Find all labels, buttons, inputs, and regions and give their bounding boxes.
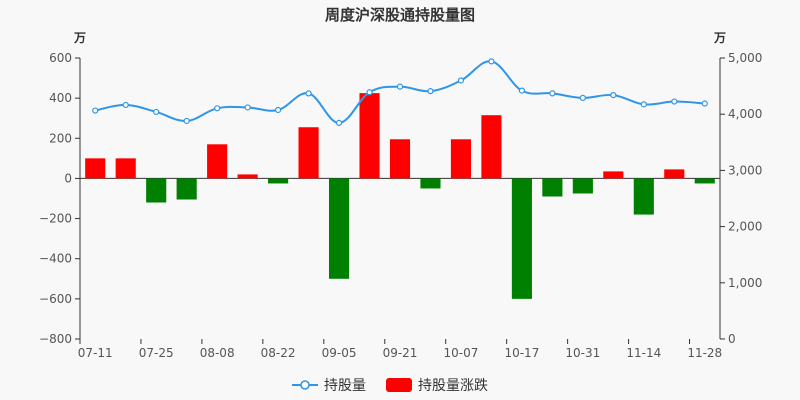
bar [268,178,289,184]
legend-item-holdings[interactable]: 持股量 [292,378,366,394]
bar [359,93,380,179]
legend-line-marker-icon [300,380,310,390]
x-tick-label: 08-22 [261,346,296,360]
left-tick-label: 200 [49,131,72,145]
x-tick-label: 11-28 [687,346,722,360]
x-tick-label: 10-07 [444,346,479,360]
right-tick-label: 5,000 [728,51,762,65]
line-point [396,83,404,90]
line-point [305,90,312,97]
bar [603,171,624,179]
line-point [214,105,221,112]
x-axis-ticks: 07-11 07-25 08-08 08-22 09-05 09-21 10-07 10-17… [78,339,722,360]
bar [298,127,319,179]
axes [79,58,721,339]
left-axis-ticks: 600 400 200 0 −200 −400 −600 −800 [39,51,80,346]
line-point [244,104,251,111]
line-point [640,101,647,108]
line-point [579,94,586,102]
bar [694,178,715,184]
line-point [366,89,373,96]
legend: 持股量 持股量涨跌 [292,378,488,394]
right-tick-label: 4,000 [728,107,762,121]
legend-label-holdings: 持股量 [324,378,366,394]
x-tick-label: 10-17 [504,346,539,360]
x-tick-label: 07-11 [78,346,113,360]
legend-bar-swatch-icon [386,378,412,392]
line-point [122,101,129,109]
line-point [335,119,343,127]
left-tick-label: −800 [39,332,72,346]
bars [85,93,715,299]
x-tick-label: 11-14 [626,346,661,360]
line-point [518,87,526,94]
line-point [457,77,465,84]
bar [115,158,136,179]
x-tick-label: 09-05 [322,346,357,360]
bar [450,139,472,179]
bar [389,139,411,179]
line-point [183,117,190,125]
x-tick-label: 08-08 [200,346,235,360]
left-tick-label: 0 [64,171,72,185]
left-tick-label: −200 [39,212,72,226]
bar [664,169,685,179]
bar [481,115,502,179]
left-tick-label: −400 [39,252,72,266]
right-tick-label: 1,000 [728,276,762,290]
x-tick-label: 10-31 [565,346,600,360]
right-axis-ticks: 5,000 4,000 3,000 2,000 1,000 0 [720,51,762,346]
bar [237,174,258,179]
line-point [610,91,617,99]
bar [146,178,167,203]
line-series [92,58,708,127]
right-tick-label: 3,000 [728,163,762,177]
bar [207,144,228,179]
right-tick-label: 0 [728,332,736,346]
line-point [92,107,99,114]
x-tick-label: 07-25 [139,346,174,360]
line-point [488,58,495,65]
line-point [549,90,556,97]
left-tick-label: 400 [49,91,72,105]
bar [542,178,563,197]
left-tick-label: −600 [39,292,72,306]
chart-title: 周度沪深股通持股量图 [325,6,475,24]
line-point [153,108,160,116]
legend-item-change[interactable]: 持股量涨跌 [386,378,488,394]
bar [420,178,441,189]
right-axis-unit: 万 [713,31,726,45]
legend-label-change: 持股量涨跌 [418,378,488,394]
bar [572,178,593,194]
left-axis-unit: 万 [73,31,86,45]
bar [328,178,350,279]
left-tick-label: 600 [49,51,72,65]
bar [176,178,197,200]
line-point [274,106,282,114]
line-point [701,100,708,107]
right-tick-label: 2,000 [728,220,762,234]
bar [511,178,532,299]
x-tick-label: 09-21 [383,346,418,360]
line-point [427,88,434,95]
bar [633,178,654,215]
line-point [671,98,678,105]
bar [85,158,106,179]
